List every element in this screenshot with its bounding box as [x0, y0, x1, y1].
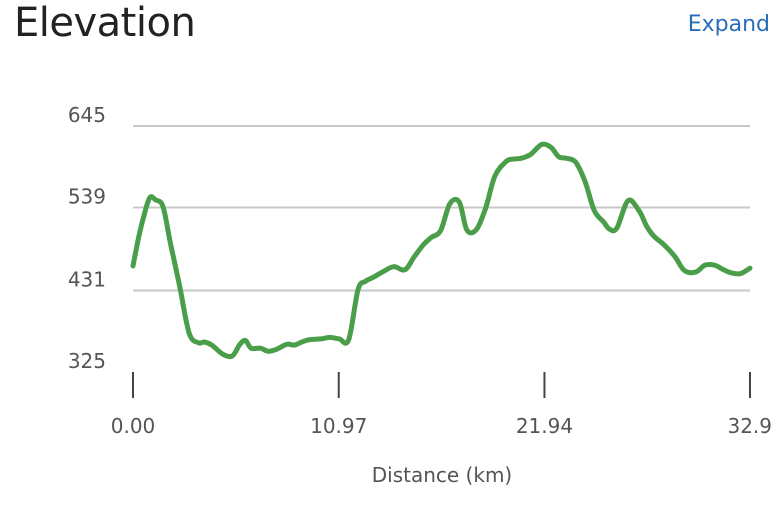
x-axis [132, 372, 751, 398]
y-tick-label: 431 [68, 268, 106, 292]
x-tick-label: 32.9 [727, 414, 772, 438]
chart-title: Elevation [14, 0, 196, 46]
y-tick-label: 325 [68, 349, 106, 373]
x-tick-label: 10.97 [310, 414, 367, 438]
y-axis-labels: 645 539 431 325 [68, 103, 106, 373]
x-axis-labels: 0.00 10.97 21.94 32.9 [111, 414, 772, 438]
expand-link[interactable]: Expand [687, 12, 770, 37]
elevation-line [130, 141, 753, 360]
x-axis-title: Distance (km) [372, 463, 512, 487]
y-tick-label: 645 [68, 103, 106, 127]
gridlines [133, 125, 750, 292]
y-tick-label: 539 [68, 184, 106, 208]
x-tick-label: 21.94 [516, 414, 573, 438]
x-tick-label: 0.00 [111, 414, 156, 438]
series-layer [130, 141, 753, 360]
